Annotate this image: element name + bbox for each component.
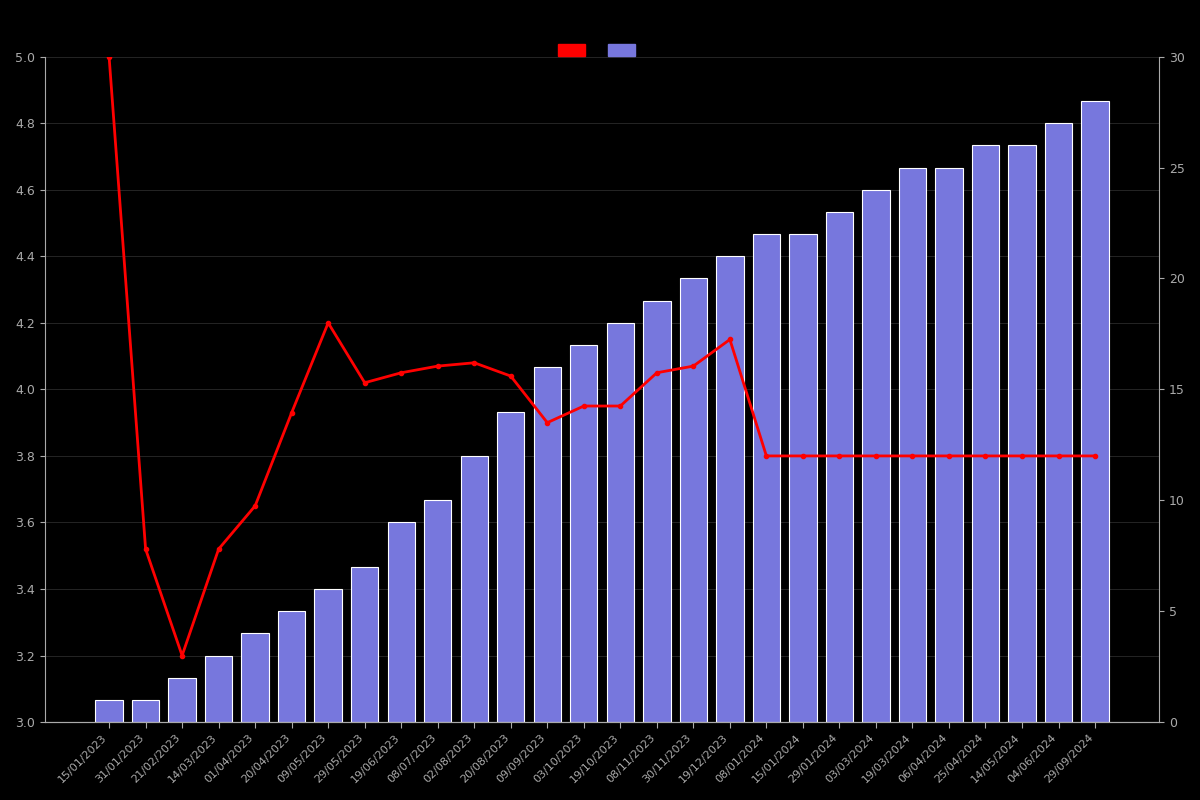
Bar	[972, 146, 1000, 722]
Bar	[205, 655, 233, 722]
Bar	[752, 234, 780, 722]
Bar	[314, 589, 342, 722]
Bar	[241, 634, 269, 722]
Bar	[388, 522, 415, 722]
Bar	[1081, 101, 1109, 722]
Bar	[95, 700, 122, 722]
Bar	[278, 611, 305, 722]
Bar	[352, 567, 378, 722]
Bar	[424, 500, 451, 722]
Bar	[461, 456, 488, 722]
Bar	[826, 212, 853, 722]
Bar	[899, 167, 926, 722]
Bar	[1008, 146, 1036, 722]
Bar	[607, 323, 634, 722]
Bar	[679, 278, 707, 722]
Bar	[534, 367, 560, 722]
Bar	[132, 700, 160, 722]
Bar	[643, 301, 671, 722]
Bar	[1045, 123, 1073, 722]
Bar	[168, 678, 196, 722]
Bar	[935, 167, 962, 722]
Bar	[570, 345, 598, 722]
Legend: , : ,	[551, 37, 654, 65]
Bar	[863, 190, 889, 722]
Bar	[716, 256, 744, 722]
Bar	[497, 411, 524, 722]
Bar	[790, 234, 816, 722]
